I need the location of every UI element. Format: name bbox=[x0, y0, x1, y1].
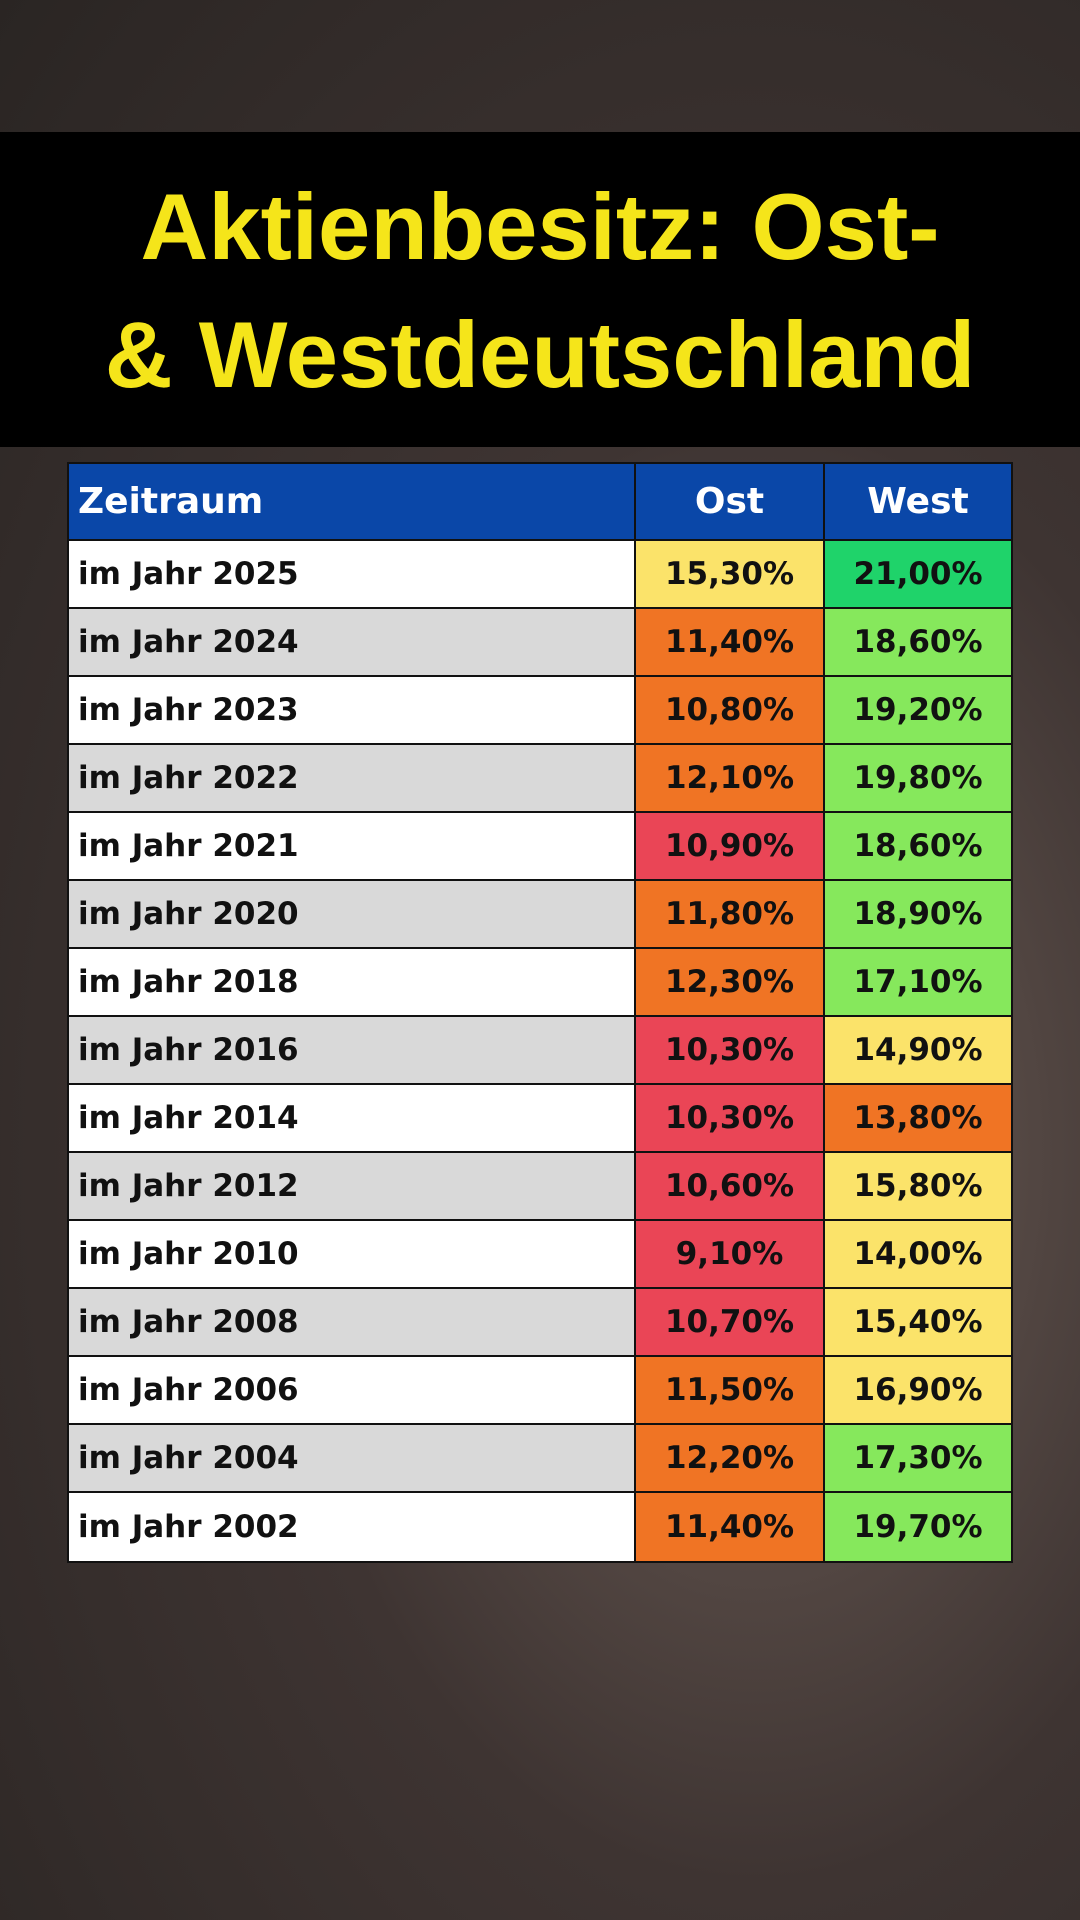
table-row: im Jahr 2002 11,40% 19,70% bbox=[69, 1493, 1011, 1561]
value-cell: 18,60% bbox=[825, 609, 1011, 677]
value-cell: 12,20% bbox=[636, 1425, 825, 1493]
value-cell: 19,80% bbox=[825, 745, 1011, 813]
value-cell: 15,30% bbox=[636, 541, 825, 609]
value-cell: 19,20% bbox=[825, 677, 1011, 745]
value-cell: 11,40% bbox=[636, 1493, 825, 1561]
value-cell: 11,50% bbox=[636, 1357, 825, 1425]
value-cell: 10,90% bbox=[636, 813, 825, 881]
header-cell: Zeitraum bbox=[69, 464, 636, 541]
table-row: im Jahr 2004 12,20% 17,30% bbox=[69, 1425, 1011, 1493]
title-line: Aktienbesitz: Ost- bbox=[140, 174, 940, 279]
value-cell: 11,40% bbox=[636, 609, 825, 677]
table-row: im Jahr 2014 10,30% 13,80% bbox=[69, 1085, 1011, 1153]
header-row: Zeitraum Ost West bbox=[69, 464, 1011, 541]
value-cell: 10,60% bbox=[636, 1153, 825, 1221]
value-cell: 15,80% bbox=[825, 1153, 1011, 1221]
value-cell: 12,10% bbox=[636, 745, 825, 813]
period-cell: im Jahr 2022 bbox=[69, 745, 636, 813]
period-cell: im Jahr 2018 bbox=[69, 949, 636, 1017]
table-row: im Jahr 2022 12,10% 19,80% bbox=[69, 745, 1011, 813]
value-cell: 13,80% bbox=[825, 1085, 1011, 1153]
period-cell: im Jahr 2002 bbox=[69, 1493, 636, 1561]
value-cell: 18,90% bbox=[825, 881, 1011, 949]
value-cell: 19,70% bbox=[825, 1493, 1011, 1561]
period-cell: im Jahr 2010 bbox=[69, 1221, 636, 1289]
header-cell: West bbox=[825, 464, 1011, 541]
table: Zeitraum Ost West im Jahr 2025 15,30% 21,00% i… bbox=[67, 462, 1013, 1563]
period-cell: im Jahr 2024 bbox=[69, 609, 636, 677]
value-cell: 14,00% bbox=[825, 1221, 1011, 1289]
title-line: & Westdeutschland bbox=[104, 302, 976, 407]
table-row: im Jahr 2023 10,80% 19,20% bbox=[69, 677, 1011, 745]
value-cell: 17,10% bbox=[825, 949, 1011, 1017]
table-row: im Jahr 2008 10,70% 15,40% bbox=[69, 1289, 1011, 1357]
value-cell: 9,10% bbox=[636, 1221, 825, 1289]
value-cell: 14,90% bbox=[825, 1017, 1011, 1085]
table-row: im Jahr 2012 10,60% 15,80% bbox=[69, 1153, 1011, 1221]
period-cell: im Jahr 2006 bbox=[69, 1357, 636, 1425]
period-cell: im Jahr 2008 bbox=[69, 1289, 636, 1357]
table-row: im Jahr 2018 12,30% 17,10% bbox=[69, 949, 1011, 1017]
period-cell: im Jahr 2016 bbox=[69, 1017, 636, 1085]
title-band: Aktienbesitz: Ost- & Westdeutschland bbox=[0, 132, 1080, 447]
table-row: im Jahr 2020 11,80% 18,90% bbox=[69, 881, 1011, 949]
value-cell: 10,70% bbox=[636, 1289, 825, 1357]
value-cell: 10,30% bbox=[636, 1085, 825, 1153]
period-cell: im Jahr 2014 bbox=[69, 1085, 636, 1153]
value-cell: 21,00% bbox=[825, 541, 1011, 609]
table-row: im Jahr 2010 9,10% 14,00% bbox=[69, 1221, 1011, 1289]
value-cell: 17,30% bbox=[825, 1425, 1011, 1493]
table-row: im Jahr 2021 10,90% 18,60% bbox=[69, 813, 1011, 881]
table-row: im Jahr 2006 11,50% 16,90% bbox=[69, 1357, 1011, 1425]
period-cell: im Jahr 2020 bbox=[69, 881, 636, 949]
value-cell: 10,80% bbox=[636, 677, 825, 745]
table-row: im Jahr 2016 10,30% 14,90% bbox=[69, 1017, 1011, 1085]
header-cell: Ost bbox=[636, 464, 825, 541]
period-cell: im Jahr 2025 bbox=[69, 541, 636, 609]
value-cell: 15,40% bbox=[825, 1289, 1011, 1357]
table-row: im Jahr 2024 11,40% 18,60% bbox=[69, 609, 1011, 677]
period-cell: im Jahr 2021 bbox=[69, 813, 636, 881]
value-cell: 18,60% bbox=[825, 813, 1011, 881]
value-cell: 12,30% bbox=[636, 949, 825, 1017]
table-row: im Jahr 2025 15,30% 21,00% bbox=[69, 541, 1011, 609]
period-cell: im Jahr 2023 bbox=[69, 677, 636, 745]
period-cell: im Jahr 2012 bbox=[69, 1153, 636, 1221]
period-cell: im Jahr 2004 bbox=[69, 1425, 636, 1493]
value-cell: 16,90% bbox=[825, 1357, 1011, 1425]
value-cell: 11,80% bbox=[636, 881, 825, 949]
value-cell: 10,30% bbox=[636, 1017, 825, 1085]
